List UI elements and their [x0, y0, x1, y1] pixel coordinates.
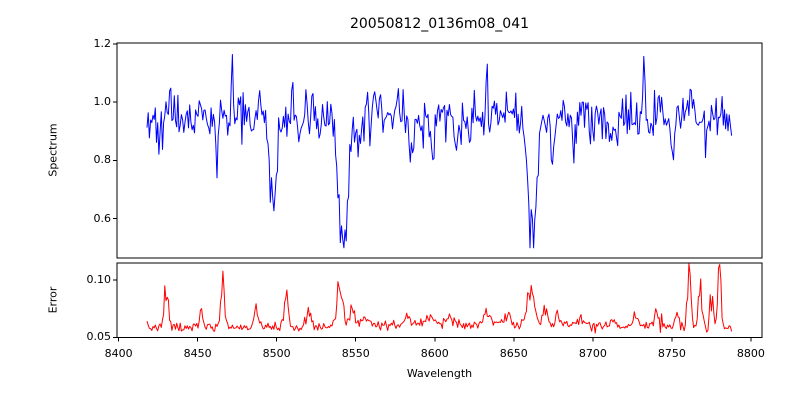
x-tick-label: 8800: [736, 347, 765, 360]
error-panel-frame: [116, 262, 763, 338]
error-y-tick-label: 0.05: [86, 330, 112, 344]
x-tick-label: 8500: [262, 347, 291, 360]
error-line: [146, 263, 733, 334]
spectrum-axis-label: Spectrum: [46, 123, 60, 177]
x-tick-label: 8700: [578, 347, 607, 360]
x-tick-label: 8550: [341, 347, 370, 360]
axis-ticks: [113, 43, 752, 342]
x-tick-label: 8400: [104, 347, 133, 360]
spectrum-y-tick-label: 1.2: [93, 36, 112, 50]
spectrum-y-tick-label: 1.0: [93, 95, 112, 109]
spectrum-y-tick-label: 0.8: [93, 153, 112, 167]
x-tick-label: 8600: [420, 347, 449, 360]
spectrum-y-tick-label: 0.6: [93, 211, 112, 225]
error-y-tick-label: 0.10: [86, 272, 112, 286]
spectrum-panel-frame: [116, 42, 763, 259]
x-tick-label: 8450: [183, 347, 212, 360]
error-axis-label: Error: [46, 286, 60, 314]
x-tick-label: 8650: [499, 347, 528, 360]
x-tick-label: 8750: [657, 347, 686, 360]
chart-title: 20050812_0136m08_041: [349, 16, 530, 32]
spectrum-line: [146, 54, 733, 249]
wavelength-axis-label: Wavelength: [406, 367, 473, 380]
